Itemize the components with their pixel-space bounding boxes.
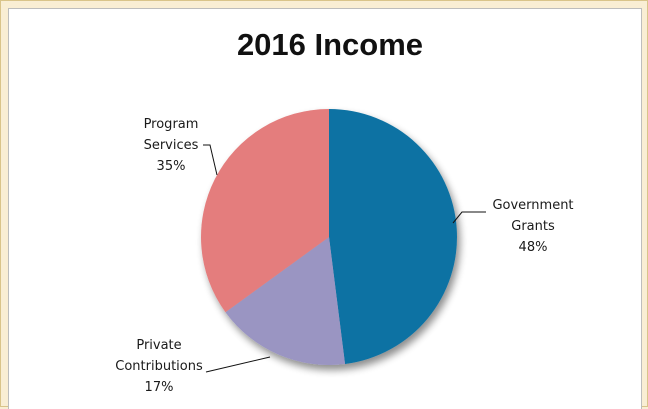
slice-label-government-grants-line2: Grants <box>511 219 555 234</box>
pie-slice-government-grants <box>329 109 457 364</box>
slice-label-private-contributions-line1: Private <box>136 338 181 353</box>
slice-percent-program-services: 35% <box>157 159 186 174</box>
chart-title: 2016 Income <box>237 27 423 62</box>
slice-label-private-contributions-line2: Contributions <box>115 359 203 374</box>
slice-label-program-services-line2: Services <box>144 138 199 153</box>
leader-line-private-contributions <box>205 356 271 373</box>
slice-percent-private-contributions: 17% <box>145 380 174 395</box>
slice-percent-government-grants: 48% <box>519 240 548 255</box>
leader-line-government-grants <box>452 211 486 224</box>
slice-label-program-services-line1: Program <box>144 117 199 132</box>
leader-line-program-services <box>203 144 218 176</box>
slice-label-government-grants-line1: Government <box>492 198 573 213</box>
pie-slice-program-services <box>201 109 329 313</box>
pie-slice-private-contributions <box>225 237 346 365</box>
